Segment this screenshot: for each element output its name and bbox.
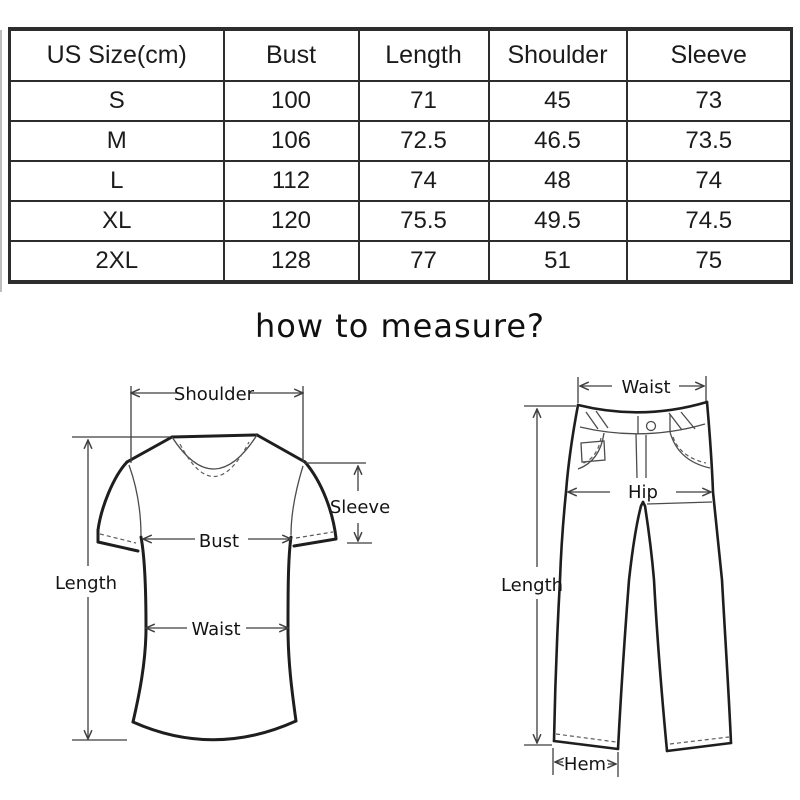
cell-shoulder: 46.5	[487, 120, 628, 162]
cell-length: 75.5	[357, 200, 490, 242]
header-bust: Bust	[222, 28, 360, 82]
cell-sleeve: 75	[625, 240, 793, 283]
shirt-length-label: Length	[55, 573, 117, 594]
header-sleeve: Sleeve	[625, 28, 793, 82]
shirt-bust-label: Bust	[199, 531, 239, 552]
header-shoulder: Shoulder	[487, 28, 628, 82]
cell-size: M	[8, 120, 225, 162]
cell-size: XL	[8, 200, 225, 242]
cell-length: 74	[357, 160, 490, 202]
pants-hem-label: Hem	[564, 754, 606, 775]
header-us-size: US Size(cm)	[8, 28, 225, 82]
table-row-l: L 112 74 48 74	[8, 160, 793, 202]
cell-size: L	[8, 160, 225, 202]
cell-bust: 112	[222, 160, 360, 202]
shirt-waist-label: Waist	[191, 619, 240, 640]
table-row-xl: XL 120 75.5 49.5 74.5	[8, 200, 793, 242]
table-header-row: US Size(cm) Bust Length Shoulder Sleeve	[8, 28, 793, 82]
cell-shoulder: 49.5	[487, 200, 628, 242]
cell-bust: 106	[222, 120, 360, 162]
cell-shoulder: 51	[487, 240, 628, 283]
table-row-s: S 100 71 45 73	[8, 80, 793, 122]
cell-bust: 120	[222, 200, 360, 242]
cell-size: 2XL	[8, 240, 225, 283]
table-row-m: M 106 72.5 46.5 73.5	[8, 120, 793, 162]
cell-sleeve: 73.5	[625, 120, 793, 162]
scan-artifact	[0, 30, 2, 292]
shirt-shoulder-label: Shoulder	[174, 384, 255, 405]
cell-bust: 128	[222, 240, 360, 283]
pants-drawing: Waist Hip Length Hem	[501, 376, 733, 777]
section-title: how to measure?	[254, 307, 546, 345]
cell-size: S	[8, 80, 225, 122]
header-length: Length	[357, 28, 490, 82]
cell-length: 72.5	[357, 120, 490, 162]
pants-length-label: Length	[501, 575, 563, 596]
cell-sleeve: 73	[625, 80, 793, 122]
size-chart-table: US Size(cm) Bust Length Shoulder Sleeve …	[8, 27, 793, 284]
cell-shoulder: 45	[487, 80, 628, 122]
pants-waist-label: Waist	[621, 377, 670, 398]
cell-length: 77	[357, 240, 490, 283]
shirt-sleeve-label: Sleeve	[330, 497, 390, 518]
cell-sleeve: 74.5	[625, 200, 793, 242]
cell-shoulder: 48	[487, 160, 628, 202]
pants-hip-label: Hip	[628, 482, 658, 503]
tshirt-drawing: Shoulder Length Sleeve Bust Waist	[55, 384, 390, 742]
table-row-2xl: 2XL 128 77 51 75	[8, 240, 793, 283]
shirt-measure-lines	[72, 386, 372, 741]
how-to-measure-diagram: Shoulder Length Sleeve Bust Waist	[55, 376, 733, 777]
cell-bust: 100	[222, 80, 360, 122]
pants-measure-lines	[524, 376, 711, 777]
cell-length: 71	[357, 80, 490, 122]
cell-sleeve: 74	[625, 160, 793, 202]
